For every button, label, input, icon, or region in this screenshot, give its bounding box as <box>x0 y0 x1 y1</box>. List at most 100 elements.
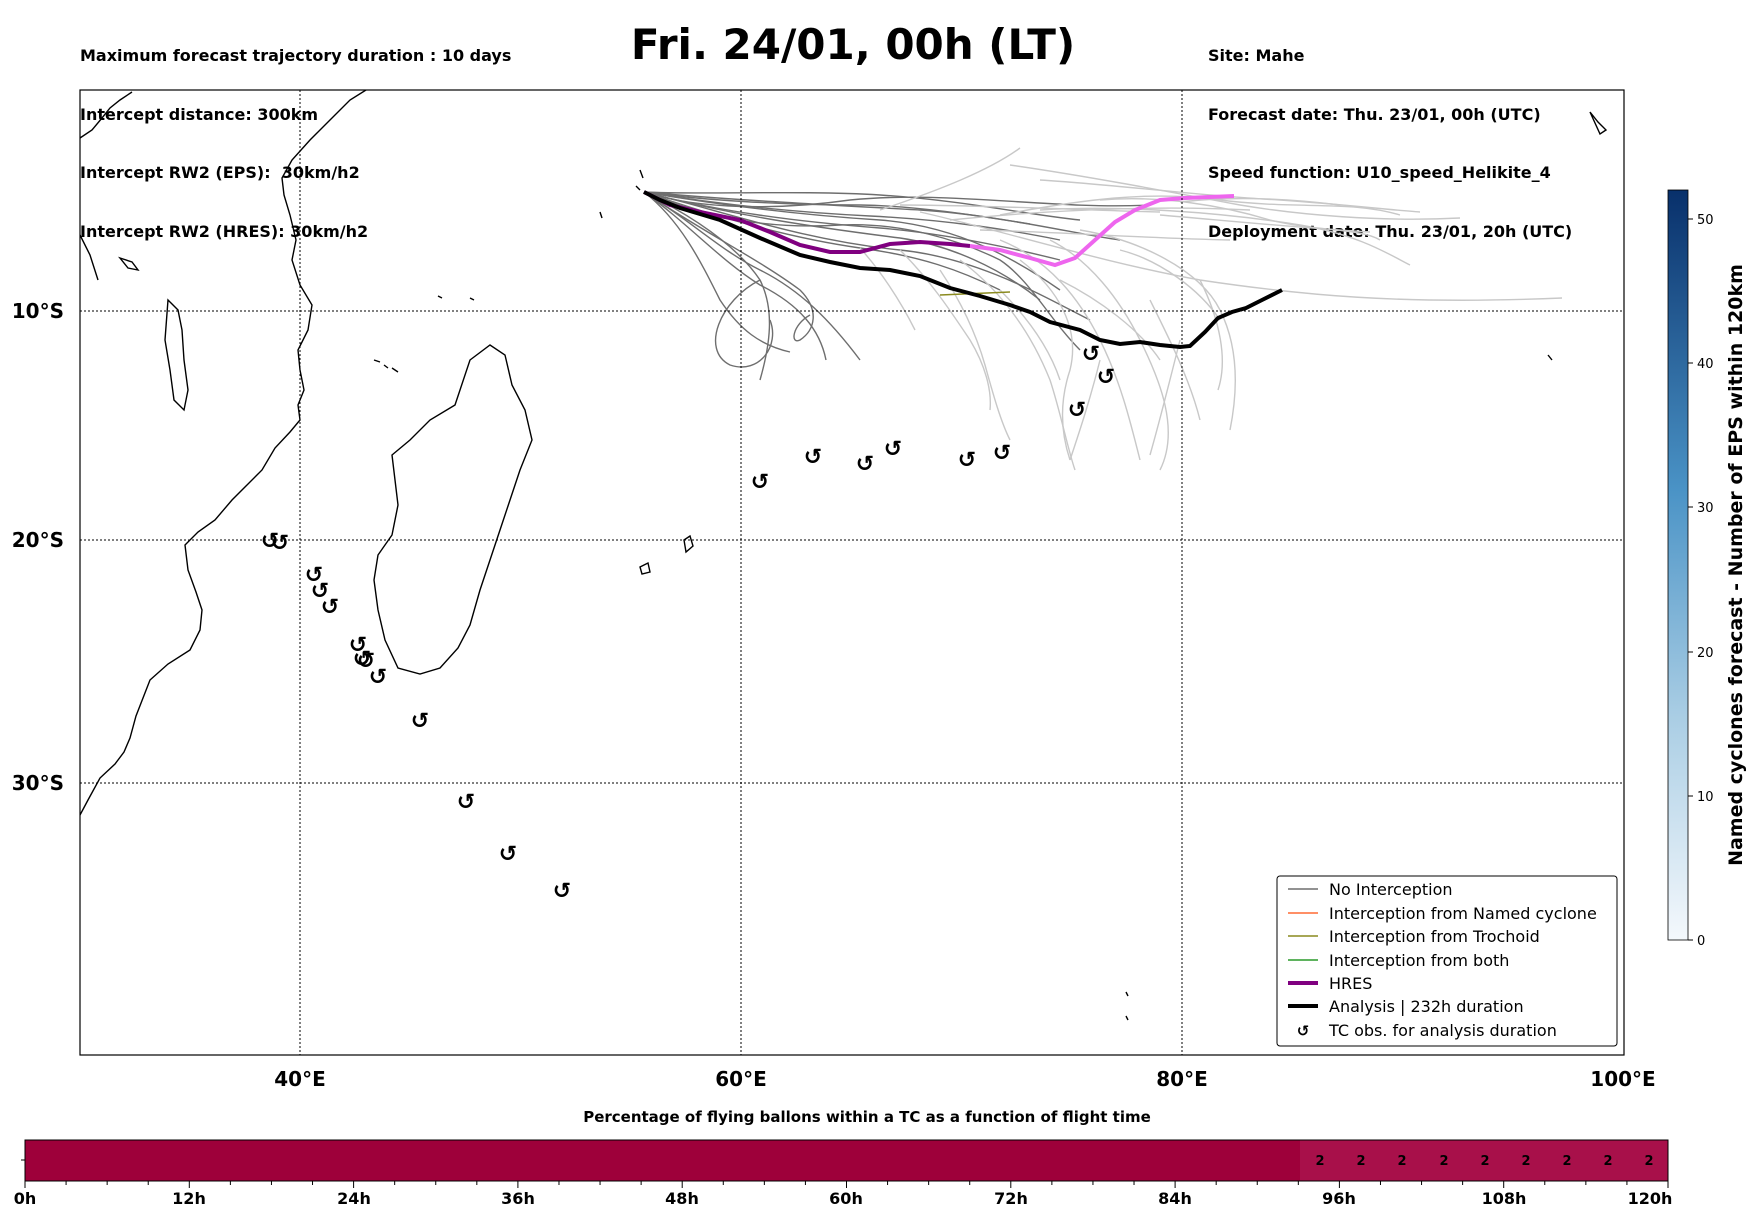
tc-obs-icon: ↺ <box>553 879 571 904</box>
header-line-forecast-date: Forecast date: Thu. 23/01, 00h (UTC) <box>1208 104 1541 124</box>
flight-bar-values: 2 2 2 2 2 2 2 2 2 <box>1315 1154 1653 1169</box>
cb-tick-50: 50 <box>1697 213 1714 228</box>
cb-tick-40: 40 <box>1697 357 1714 372</box>
coast-seychelles <box>437 295 475 301</box>
flight-tick-36h: 36h <box>501 1189 535 1208</box>
legend-item-analysis: Analysis | 232h duration <box>1288 997 1524 1016</box>
tc-obs-icon: ↺ <box>856 452 874 477</box>
svg-text:Analysis | 232h duration: Analysis | 232h duration <box>1329 997 1524 1016</box>
coast-mascarene-mauritius <box>683 534 694 554</box>
coast-small-1 <box>117 256 140 272</box>
tc-obs-icon: ↺ <box>321 595 339 620</box>
tc-obs-icon: ↺ <box>958 448 976 473</box>
cb-tick-10: 10 <box>1697 790 1714 805</box>
colorbar-gradient <box>1667 189 1689 941</box>
flight-tick-0h: 0h <box>14 1189 37 1208</box>
tc-obs-icon: ↺ <box>357 649 375 674</box>
header-line-rw2-hres: Intercept RW2 (HRES): 30km/h2 <box>80 221 369 241</box>
tc-obs-icon: ↺ <box>271 531 289 556</box>
cb-tick-30: 30 <box>1697 501 1714 516</box>
flight-bar-value: 2 <box>1603 1154 1612 1169</box>
colorbar-label: Named cyclones forecast - Number of EPS … <box>1725 264 1747 866</box>
coast-small-3 <box>1547 354 1553 361</box>
tc-observations: ↺ ↺ ↺ ↺ ↺ ↺ ↺ ↺ ↺ ↺ ↺ ↺ ↺ ↺ ↺ ↺ ↺ ↺ ↺ ↺ <box>261 342 1115 904</box>
flight-bar-value: 2 <box>1644 1154 1653 1169</box>
flight-tick-108h: 108h <box>1482 1189 1527 1208</box>
tc-obs-icon: ↺ <box>369 665 387 690</box>
flight-tick-96h: 96h <box>1322 1189 1356 1208</box>
flight-bar-value: 2 <box>1356 1154 1365 1169</box>
tc-obs-icon: ↺ <box>311 579 329 604</box>
header-line-rw2-eps: Intercept RW2 (EPS): 30km/h2 <box>80 163 360 182</box>
cb-tick-20: 20 <box>1697 646 1714 661</box>
flight-tick-24h: 24h <box>337 1189 371 1208</box>
header-line-site: Site: Mahe <box>1208 46 1305 65</box>
coastlines <box>80 90 1608 1021</box>
tc-obs-icon: ↺ <box>305 563 323 588</box>
lon-label-60: 60°E <box>715 1067 767 1091</box>
flight-bar-tick-labels: 0h 12h 24h 36h 48h 60h 72h 84h 96h 108h … <box>14 1189 1673 1208</box>
coast-lake <box>164 298 189 412</box>
header-line-duration: Maximum forecast trajectory duration : 1… <box>80 46 512 65</box>
tc-obs-icon: ↺ <box>993 441 1011 466</box>
flight-bar-value: 2 <box>1480 1154 1489 1169</box>
tc-obs-icon: ↺ <box>884 437 902 462</box>
tc-obs-icon: ↺ <box>499 842 517 867</box>
legend-item-trochoid: Interception from Trochoid <box>1288 927 1540 946</box>
lat-label-10: 10°S <box>12 299 64 323</box>
flight-tick-72h: 72h <box>994 1189 1028 1208</box>
lon-label-100: 100°E <box>1590 1067 1655 1091</box>
map-frame <box>79 89 1625 1056</box>
map-panel[interactable]: ↺ ↺ ↺ ↺ ↺ ↺ ↺ ↺ ↺ ↺ ↺ ↺ ↺ ↺ ↺ ↺ ↺ ↺ ↺ ↺ <box>12 89 1656 1091</box>
flight-bar-value: 2 <box>1439 1154 1448 1169</box>
map-legend: No Interception Interception from Named … <box>1276 875 1618 1047</box>
flight-tick-60h: 60h <box>829 1189 863 1208</box>
legend-item-hres: HRES <box>1288 974 1372 993</box>
map-lon-labels: 40°E 60°E 80°E 100°E <box>274 1067 1655 1091</box>
flight-bar-highlight <box>1300 1140 1668 1181</box>
coast-small-2 <box>1589 111 1608 136</box>
header-left: Maximum forecast trajectory duration : 1… <box>80 7 511 261</box>
coast-mascarene-reunion <box>639 561 651 575</box>
coast-madagascar <box>373 344 533 675</box>
map-lat-labels: 10°S 20°S 30°S <box>12 299 64 795</box>
cb-tick-0: 0 <box>1697 934 1705 949</box>
flight-tick-84h: 84h <box>1158 1189 1192 1208</box>
eps-trajectories <box>643 147 1563 471</box>
legend-box <box>1276 875 1618 1047</box>
flight-bar-title: Percentage of flying ballons within a TC… <box>583 1108 1151 1126</box>
coast-maldives-islands <box>599 169 644 219</box>
flight-time-bar: Percentage of flying ballons within a TC… <box>14 1108 1673 1208</box>
svg-text:TC obs. for analysis duration: TC obs. for analysis duration <box>1328 1021 1557 1040</box>
flight-tick-12h: 12h <box>172 1189 206 1208</box>
tc-obs-icon: ↺ <box>1297 1022 1310 1040</box>
coast-arabia-horn <box>80 91 133 281</box>
flight-tick-48h: 48h <box>665 1189 699 1208</box>
colorbar-tick-labels: 0 10 20 30 40 50 <box>1697 213 1714 949</box>
legend-item-both: Interception from both <box>1288 951 1509 970</box>
svg-text:Interception from Named cyclon: Interception from Named cyclone <box>1329 904 1597 923</box>
flight-bar-value: 2 <box>1562 1154 1571 1169</box>
svg-text:HRES: HRES <box>1329 974 1372 993</box>
header-line-deployment-date: Deployment date: Thu. 23/01, 20h (UTC) <box>1208 221 1573 241</box>
legend-item-tc-obs: ↺ TC obs. for analysis duration <box>1297 1021 1557 1040</box>
coast-small-4 <box>1125 991 1129 1021</box>
header-right: Site: Mahe Forecast date: Thu. 23/01, 00… <box>1208 7 1572 261</box>
flight-bar-value: 2 <box>1521 1154 1530 1169</box>
svg-text:Interception from Trochoid: Interception from Trochoid <box>1329 927 1540 946</box>
map-gridlines <box>80 90 1624 1055</box>
svg-text:No Interception: No Interception <box>1329 880 1453 899</box>
header-line-distance: Intercept distance: 300km <box>80 104 319 124</box>
lat-label-20: 20°S <box>12 528 64 552</box>
tc-obs-icon: ↺ <box>804 445 822 470</box>
page-title: Fri. 24/01, 00h (LT) <box>630 20 1076 69</box>
lon-label-80: 80°E <box>1156 1067 1208 1091</box>
header-line-speed-function: Speed function: U10_speed_Helikite_4 <box>1208 163 1551 182</box>
legend-item-named-cyclone: Interception from Named cyclone <box>1288 904 1597 923</box>
tc-obs-icon: ↺ <box>751 470 769 495</box>
tc-obs-icon: ↺ <box>457 790 475 815</box>
tc-obs-icon: ↺ <box>411 709 429 734</box>
tc-obs-icon: ↺ <box>261 529 279 554</box>
flight-bar-ticks <box>24 1181 1669 1188</box>
